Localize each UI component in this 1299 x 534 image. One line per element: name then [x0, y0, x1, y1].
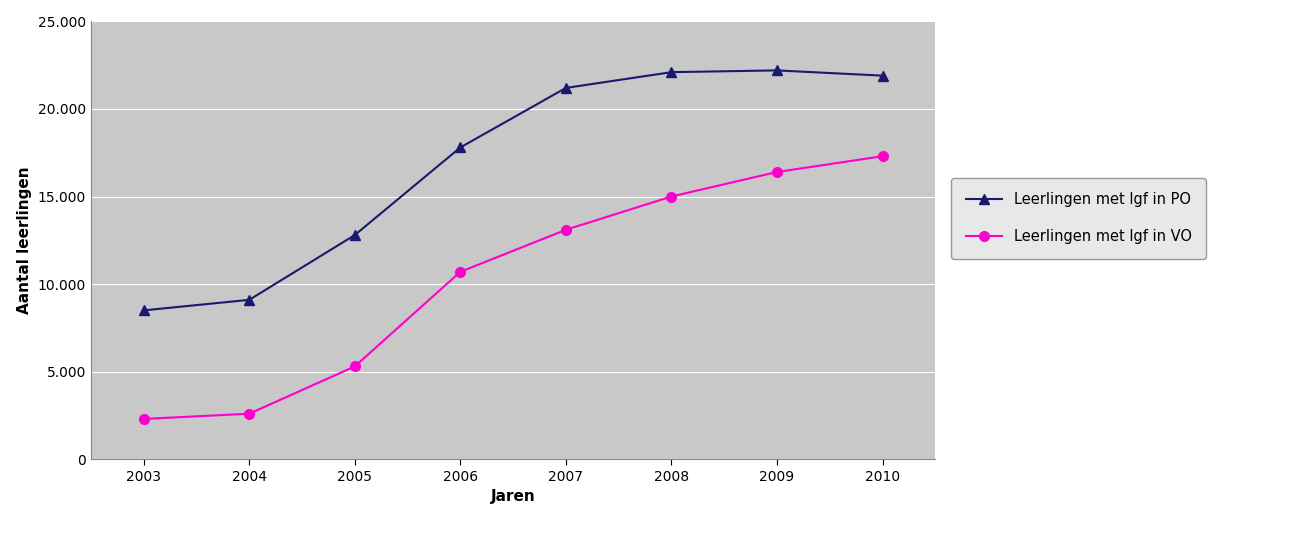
Legend: Leerlingen met lgf in PO, Leerlingen met lgf in VO: Leerlingen met lgf in PO, Leerlingen met… [951, 178, 1207, 259]
Leerlingen met lgf in PO [136, 307, 152, 313]
Leerlingen met lgf in VO [452, 269, 468, 275]
Leerlingen met lgf in PO [452, 144, 468, 151]
Leerlingen met lgf in VO [664, 193, 679, 200]
Leerlingen met lgf in VO [136, 416, 152, 422]
Leerlingen met lgf in PO [242, 297, 257, 303]
Leerlingen met lgf in PO [559, 85, 574, 91]
Leerlingen met lgf in PO [347, 232, 362, 238]
Leerlingen met lgf in PO [664, 69, 679, 75]
Leerlingen met lgf in PO [874, 73, 890, 79]
Y-axis label: Aantal leerlingen: Aantal leerlingen [17, 167, 32, 314]
Line: Leerlingen met lgf in VO: Leerlingen met lgf in VO [139, 151, 887, 424]
Leerlingen met lgf in VO [347, 363, 362, 370]
Line: Leerlingen met lgf in PO: Leerlingen met lgf in PO [139, 66, 887, 315]
Leerlingen met lgf in VO [242, 411, 257, 417]
Leerlingen met lgf in VO [559, 226, 574, 233]
Leerlingen met lgf in VO [769, 169, 785, 175]
Leerlingen met lgf in PO [769, 67, 785, 74]
Leerlingen met lgf in VO [874, 153, 890, 160]
X-axis label: Jaren: Jaren [491, 489, 535, 504]
